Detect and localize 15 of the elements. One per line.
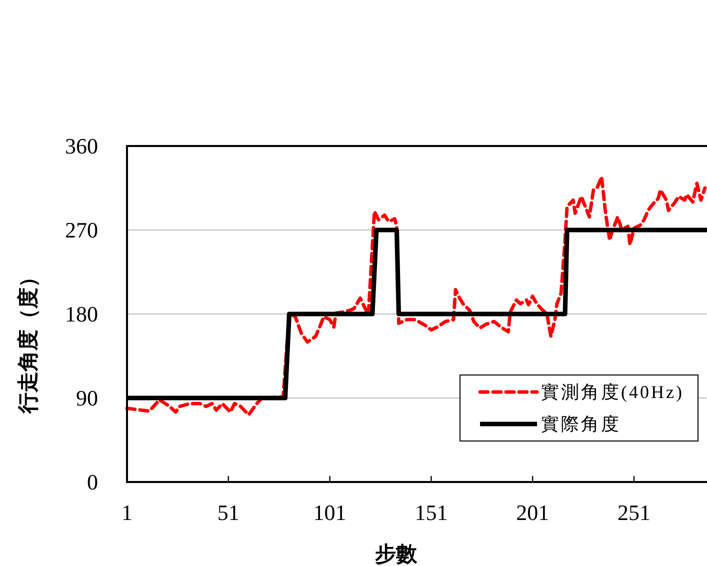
y-tick-label: 180 <box>65 302 98 326</box>
x-tick-label: 1 <box>122 500 132 525</box>
legend-label: 實測角度(40Hz) <box>541 382 684 402</box>
x-tick-label: 151 <box>414 500 448 525</box>
y-tick-label: 270 <box>65 218 98 242</box>
x-tick-label: 101 <box>313 500 346 525</box>
y-axis-title: 行走角度（度） <box>16 266 40 414</box>
x-tick-label: 51 <box>217 500 240 525</box>
y-tick-label: 90 <box>76 386 98 410</box>
y-tick-label: 0 <box>87 470 98 494</box>
x-tick-label: 251 <box>617 500 650 525</box>
x-tick-label: 201 <box>516 500 550 525</box>
x-axis-title: 步數 <box>375 542 418 566</box>
y-tick-label: 360 <box>65 134 98 158</box>
legend-label: 實際角度 <box>541 414 622 434</box>
